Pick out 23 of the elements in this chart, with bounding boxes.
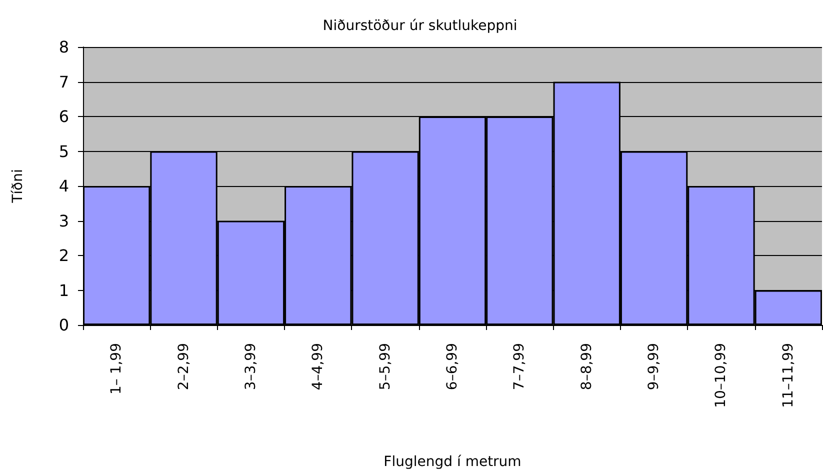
- x-tick-label: 3–3,99: [242, 343, 259, 390]
- x-tick-label: 9–9,99: [646, 343, 662, 390]
- y-tick-label: 5: [58, 142, 69, 161]
- x-tick-label: 1– 1,99: [108, 343, 125, 395]
- x-tick-label: 4–4,99: [310, 343, 326, 390]
- x-tick-label: 8–8,99: [578, 343, 595, 390]
- y-tick-label: 1: [58, 280, 69, 300]
- y-tick-label: 8: [58, 38, 69, 56]
- x-tick-label: 5–5,99: [377, 343, 394, 390]
- x-tick-label: 7–7,99: [512, 343, 528, 390]
- x-tick-label: 6–6,99: [444, 343, 460, 390]
- x-axis-title: Fluglengd í metrum: [384, 454, 522, 470]
- y-tick-label: 4: [58, 176, 69, 196]
- chart-title: Niðurstöður úr skutlukeppni: [322, 18, 518, 34]
- x-tick-label: 10–10,99: [713, 343, 730, 408]
- x-tick-label: 2–2,99: [176, 343, 192, 390]
- y-tick-label: 3: [58, 211, 69, 230]
- y-tick-label: 2: [58, 246, 69, 265]
- y-tick-label: 7: [58, 72, 69, 92]
- x-tick-label: 11–11,99: [780, 343, 796, 408]
- y-tick-label: 6: [58, 107, 69, 126]
- y-tick-label: 0: [58, 316, 69, 334]
- y-axis-title: Tíðni: [10, 169, 26, 204]
